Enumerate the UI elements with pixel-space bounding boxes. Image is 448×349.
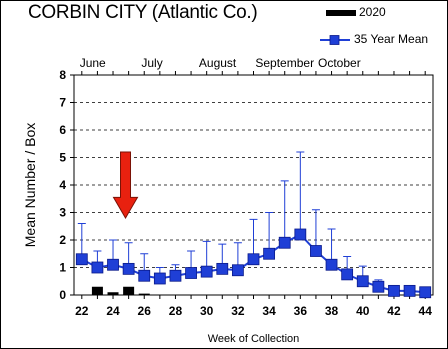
mean-point <box>107 258 119 271</box>
y-tick-label: 7 <box>59 96 66 110</box>
y-tick-label: 3 <box>59 206 66 220</box>
legend-swatch-bar <box>326 9 356 16</box>
x-tick-label: 42 <box>387 304 401 318</box>
x-tick-label: 36 <box>294 304 308 318</box>
mean-point <box>356 275 369 288</box>
y-tick-label: 5 <box>59 151 66 165</box>
mean-point <box>294 228 307 241</box>
bar-2020 <box>107 292 119 295</box>
mean-point <box>419 286 432 299</box>
bar-2020 <box>91 286 103 295</box>
y-tick-label: 6 <box>59 123 66 137</box>
y-tick-label: 8 <box>59 68 66 82</box>
month-label: September <box>255 56 314 70</box>
mean-point <box>278 236 291 249</box>
bar-2020 <box>138 293 150 295</box>
x-tick-label: 28 <box>169 304 183 318</box>
mean-point <box>153 272 166 285</box>
red-arrow <box>112 151 139 219</box>
mean-point <box>403 284 416 297</box>
mean-point <box>185 267 197 279</box>
mean-point <box>310 245 322 257</box>
x-tick-label: 44 <box>419 304 433 318</box>
month-label: August <box>199 56 237 70</box>
mean-point <box>325 258 338 271</box>
x-tick-label: 30 <box>200 304 214 318</box>
x-tick-label: 26 <box>138 304 152 318</box>
mean-point <box>200 265 213 278</box>
mean-point <box>341 268 354 281</box>
x-tick-label: 32 <box>231 304 245 318</box>
legend-label-mean: 35 Year Mean <box>354 32 429 46</box>
mean-point <box>122 262 135 275</box>
mean-point <box>388 284 400 297</box>
month-label: June <box>80 56 106 70</box>
x-tick-label: 38 <box>325 304 339 318</box>
chart-title: CORBIN CITY (Atlantic Co.) <box>28 2 258 23</box>
bar-2020 <box>123 286 135 295</box>
mean-point <box>169 269 182 282</box>
legend-swatch-line <box>320 34 350 45</box>
y-tick-label: 1 <box>59 261 66 275</box>
month-label: July <box>141 56 162 70</box>
x-axis-label: Week of Collection <box>208 333 300 345</box>
legend-item-mean: 35 Year Mean <box>318 32 428 46</box>
month-label: October <box>318 56 361 70</box>
x-tick-label: 40 <box>356 304 370 318</box>
y-axis-label: Mean Number / Box <box>22 123 38 248</box>
y-tick-label: 2 <box>59 233 66 247</box>
y-tick-label: 4 <box>59 178 66 192</box>
mean-point <box>247 253 260 266</box>
mean-point <box>216 262 229 275</box>
x-tick-label: 22 <box>75 304 89 318</box>
y-tick-label: 0 <box>59 288 66 302</box>
legend-label-2020: 2020 <box>359 5 386 19</box>
legend-item-2020: 2020 <box>326 5 386 19</box>
x-tick-label: 34 <box>262 304 276 318</box>
mean-point <box>372 280 385 293</box>
mean-point <box>231 264 244 277</box>
x-tick-label: 24 <box>106 304 120 318</box>
mean-point <box>138 269 151 282</box>
mean-point <box>91 261 104 274</box>
mean-point <box>75 253 88 266</box>
mean-point <box>263 247 276 260</box>
